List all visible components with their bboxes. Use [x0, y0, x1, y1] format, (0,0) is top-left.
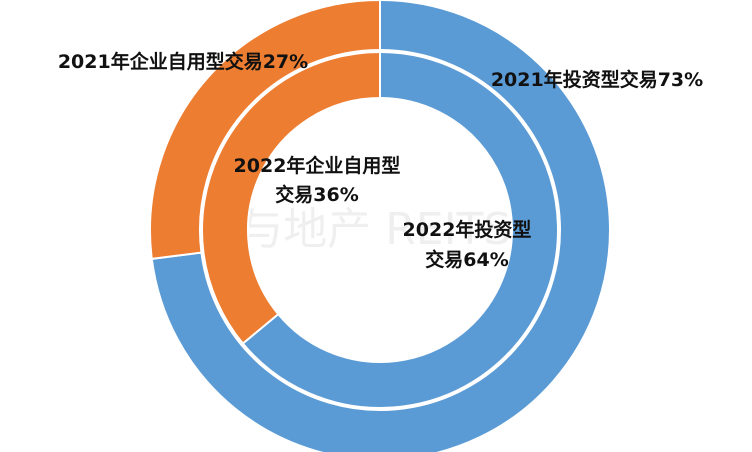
label-2022-investment-line2: 交易64%	[425, 248, 508, 271]
label-2022-self-use-line1: 2022年企业自用型	[234, 154, 401, 177]
outer-ring	[149, 0, 611, 452]
inner-segment-investment[interactable]	[241, 50, 559, 409]
outer-segment-investment[interactable]	[150, 0, 611, 452]
inner-segment-self-use[interactable]	[201, 50, 381, 345]
label-2022-self-use-line2: 交易36%	[275, 183, 358, 206]
label-2021-self-use: 2021年企业自用型交易27%	[58, 50, 308, 73]
inner-ring	[201, 50, 559, 409]
label-2022-investment-line1: 2022年投资型	[403, 218, 532, 241]
label-2021-investment: 2021年投资型交易73%	[491, 68, 703, 91]
outer-segment-self-use[interactable]	[149, 0, 381, 260]
